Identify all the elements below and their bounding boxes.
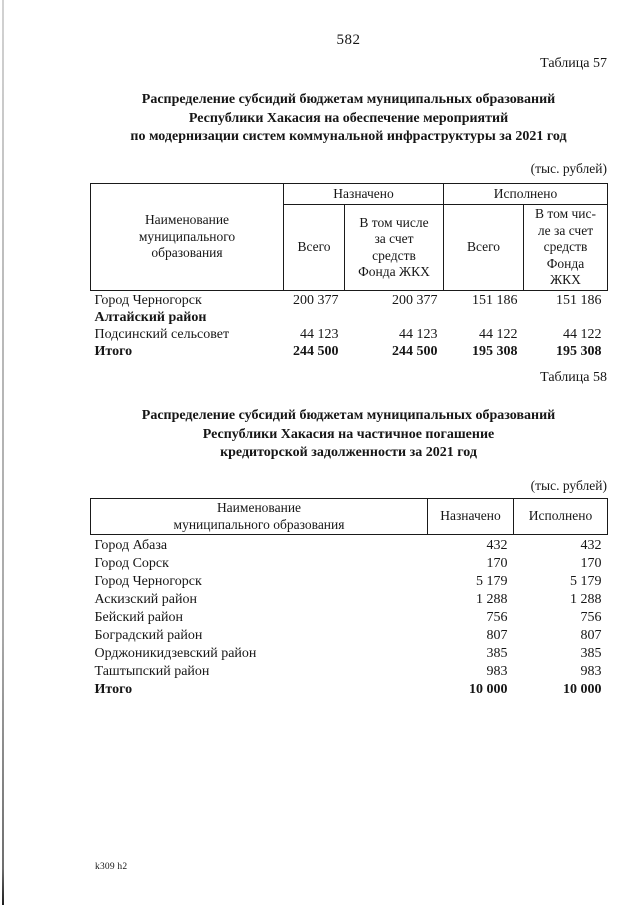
executed-cell: 1 288	[570, 592, 602, 607]
table57: Наименование муниципального образования …	[90, 183, 609, 359]
table57-body: Город Черногорск 200 377 200 377 151 186…	[91, 291, 608, 359]
municipality-name-cell: Подсинский сельсовет	[94, 327, 230, 342]
table57-assigned-incl-fund-header: В том числе за счет средств Фонда ЖКХ	[343, 204, 445, 291]
table57-title: Распределение субсидий бюджетам муниципа…	[130, 92, 567, 144]
municipality-name-cell: Итого	[94, 682, 133, 697]
assigned-incl-fund-cell: 44 123	[399, 327, 438, 342]
municipality-name-cell: Орджоникидзевский район	[94, 646, 257, 661]
table-row: Алтайский район	[91, 308, 608, 325]
assigned-cell: 983	[486, 664, 508, 679]
page-number: 582	[336, 32, 361, 48]
municipality-name-cell: Алтайский район	[94, 310, 207, 325]
table58-name-column-header: Наименование муниципального образования	[90, 498, 428, 535]
municipality-name-cell: Город Черногорск	[94, 293, 202, 308]
assigned-cell: 432	[486, 538, 508, 553]
executed-cell: 10 000	[563, 682, 602, 697]
table57-units: (тыс. рублей)	[530, 161, 607, 176]
assigned-incl-fund-cell: 244 500	[392, 344, 438, 359]
municipality-name-cell: Город Абаза	[94, 538, 168, 553]
assigned-cell: 1 288	[476, 592, 508, 607]
table-row: Итого 10 000 10 000	[91, 679, 608, 697]
assigned-cell: 10 000	[469, 682, 508, 697]
table-row: Аскизский район 1 288 1 288	[91, 589, 608, 607]
executed-incl-fund-cell: 195 308	[556, 344, 602, 359]
assigned-incl-fund-cell	[345, 308, 444, 325]
municipality-name-cell: Таштыпский район	[94, 664, 210, 679]
table-row: Боградский район 807 807	[91, 625, 608, 643]
assigned-total-cell: 244 500	[293, 344, 339, 359]
table-row: Таштыпский район 983 983	[91, 661, 608, 679]
table-row: Бейский район 756 756	[91, 607, 608, 625]
scan-edge-artifact	[2, 0, 4, 905]
table57-executed-header: Исполнено	[443, 183, 609, 205]
municipality-name-cell: Город Сорск	[94, 556, 169, 571]
executed-total-cell: 44 122	[479, 327, 518, 342]
assigned-cell: 170	[486, 556, 508, 571]
table58-assigned-header: Назначено	[427, 498, 514, 535]
executed-cell: 5 179	[570, 574, 602, 589]
assigned-cell: 807	[486, 628, 508, 643]
table57-assigned-header: Назначено	[282, 183, 445, 205]
executed-cell: 170	[580, 556, 602, 571]
assigned-total-cell: 44 123	[300, 327, 339, 342]
municipality-name-cell: Боградский район	[94, 628, 203, 643]
assigned-total-cell	[284, 308, 345, 325]
table-row: Итого 244 500 244 500 195 308 195 308	[91, 342, 608, 359]
table57-executed-total-header: Всего	[443, 204, 525, 291]
table57-name-column-header: Наименование муниципального образования	[90, 183, 284, 291]
table58-body: Город Абаза 432 432 Город Сорск 170 170 …	[91, 535, 608, 697]
municipality-name-cell: Бейский район	[94, 610, 183, 625]
assigned-cell: 385	[486, 646, 508, 661]
table58-caption: Таблица 58	[540, 370, 607, 385]
executed-cell: 385	[580, 646, 602, 661]
assigned-cell: 5 179	[476, 574, 508, 589]
assigned-total-cell: 200 377	[293, 293, 339, 308]
executed-total-cell: 195 308	[472, 344, 518, 359]
municipality-name-cell: Город Черногорск	[94, 574, 202, 589]
footnote: k309 h2	[95, 862, 128, 872]
executed-incl-fund-cell	[524, 308, 608, 325]
table-row: Город Черногорск 200 377 200 377 151 186…	[91, 291, 608, 309]
table-row: Орджоникидзевский район 385 385	[91, 643, 608, 661]
table57-assigned-total-header: Всего	[283, 204, 345, 291]
table-row: Город Абаза 432 432	[91, 535, 608, 554]
executed-incl-fund-cell: 151 186	[556, 293, 602, 308]
assigned-incl-fund-cell: 200 377	[392, 293, 438, 308]
executed-cell: 756	[580, 610, 602, 625]
table57-executed-incl-fund-header: В том чис- ле за счет средств Фонда ЖКХ	[523, 204, 609, 291]
executed-cell: 807	[580, 628, 602, 643]
executed-cell: 432	[580, 538, 602, 553]
executed-cell: 983	[580, 664, 602, 679]
table58-units: (тыс. рублей)	[530, 478, 607, 493]
table58-executed-header: Исполнено	[513, 498, 608, 535]
table58-title: Распределение субсидий бюджетам муниципа…	[141, 408, 556, 460]
table57-header: Наименование муниципального образования …	[90, 183, 609, 291]
table-row: Город Сорск 170 170	[91, 553, 608, 571]
table57-caption: Таблица 57	[540, 56, 607, 71]
assigned-cell: 756	[486, 610, 508, 625]
table-row: Город Черногорск 5 179 5 179	[91, 571, 608, 589]
executed-total-cell: 151 186	[472, 293, 518, 308]
table-row: Подсинский сельсовет 44 123 44 123 44 12…	[91, 325, 608, 342]
municipality-name-cell: Аскизский район	[94, 592, 198, 607]
executed-incl-fund-cell: 44 122	[563, 327, 602, 342]
table58: Наименование муниципального образования …	[90, 498, 608, 697]
executed-total-cell	[444, 308, 524, 325]
municipality-name-cell: Итого	[94, 344, 133, 359]
table58-header: Наименование муниципального образования …	[90, 498, 608, 535]
